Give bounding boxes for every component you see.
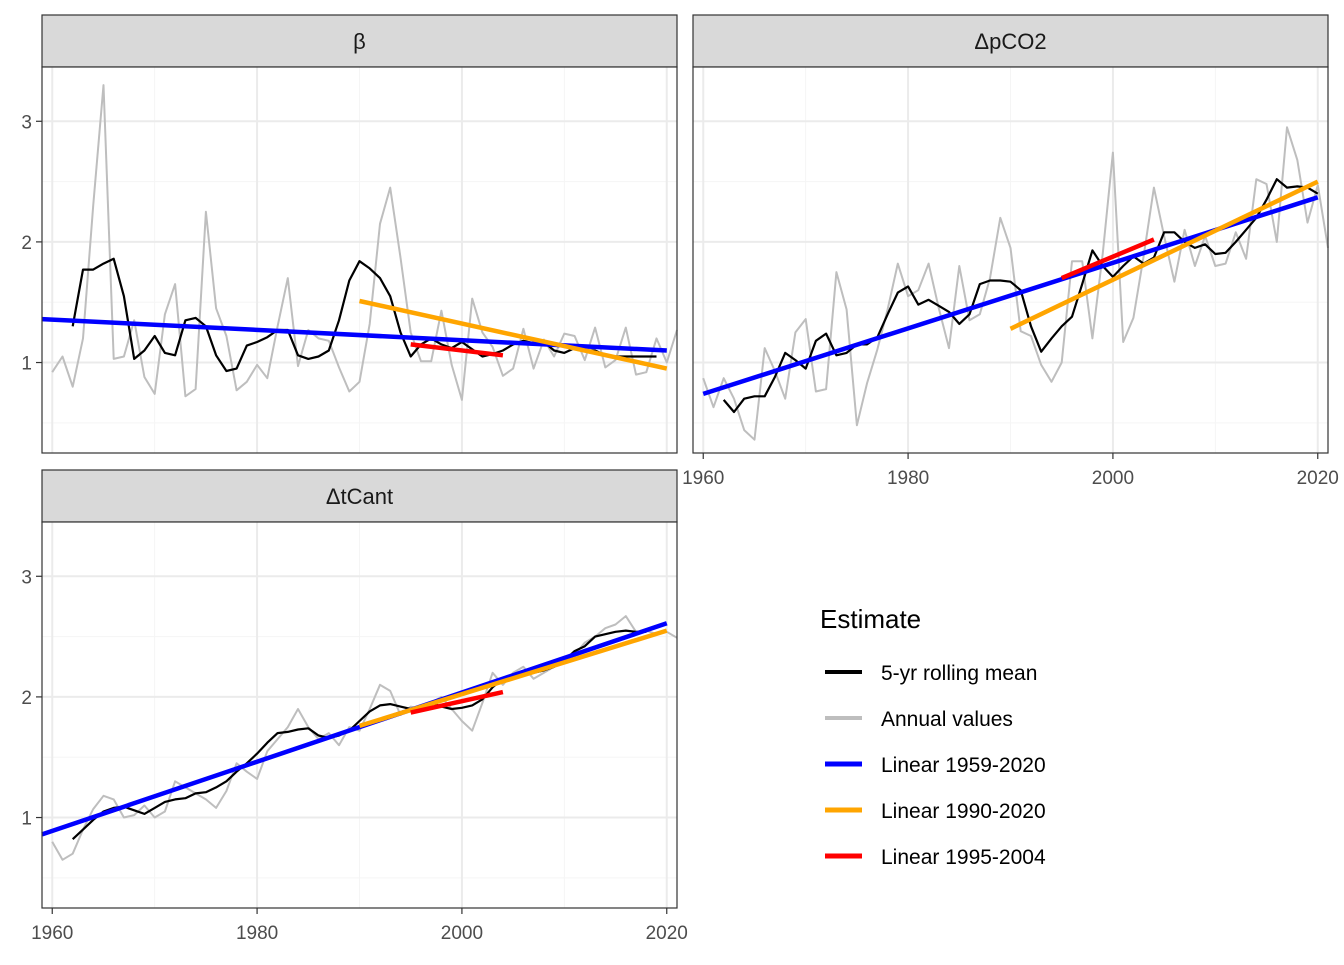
series-lin-1990 bbox=[358, 628, 668, 729]
y-tick-label: 2 bbox=[21, 688, 32, 709]
x-tick-label: 2000 bbox=[441, 923, 483, 944]
series-lin-1995 bbox=[1060, 237, 1155, 281]
x-tick-label: 1960 bbox=[31, 923, 73, 944]
panel-1: β 1 2 3 bbox=[21, 14, 678, 454]
legend-title: Estimate bbox=[820, 604, 921, 634]
legend-item: Linear 1995-2004 bbox=[825, 846, 1046, 869]
series-lin-1990 bbox=[359, 298, 668, 371]
x-tick-label: 1980 bbox=[887, 468, 929, 489]
series-lin-1995 bbox=[410, 342, 504, 358]
series-lin-full bbox=[41, 621, 668, 837]
panel-border bbox=[692, 66, 1329, 454]
series-annual bbox=[702, 126, 1329, 441]
y-tick-label: 3 bbox=[21, 112, 32, 133]
legend-item: 5-yr rolling mean bbox=[825, 662, 1037, 685]
facet-title: β bbox=[353, 29, 366, 54]
legend: Estimate 5-yr rolling mean Annual values L… bbox=[820, 604, 1046, 869]
series-annual bbox=[51, 84, 678, 401]
facet-strip bbox=[41, 469, 678, 523]
legend-label: Linear 1990-2020 bbox=[881, 800, 1046, 823]
x-tick-label: 2020 bbox=[646, 923, 688, 944]
legend-label: Linear 1995-2004 bbox=[881, 846, 1046, 869]
x-tick-label: 2020 bbox=[1297, 468, 1339, 489]
legend-label: Linear 1959-2020 bbox=[881, 754, 1046, 777]
facet-title: ΔpCO2 bbox=[974, 29, 1046, 54]
legend-label: Annual values bbox=[881, 708, 1013, 731]
x-tick-label: 1960 bbox=[682, 468, 724, 489]
legend-label: 5-yr rolling mean bbox=[881, 662, 1037, 685]
series-lin-1995 bbox=[410, 689, 504, 715]
series-rolling bbox=[71, 257, 657, 373]
facet-strip bbox=[692, 14, 1329, 68]
legend-item: Annual values bbox=[825, 708, 1013, 731]
facet-title: ΔtCant bbox=[326, 484, 393, 509]
y-tick-label: 1 bbox=[21, 354, 32, 375]
panel-2: ΔpCO2 1960 1980 2000 2020 bbox=[682, 14, 1339, 489]
panel-border bbox=[41, 521, 678, 909]
legend-item: Linear 1959-2020 bbox=[825, 754, 1046, 777]
x-tick-label: 2000 bbox=[1092, 468, 1134, 489]
y-tick-label: 1 bbox=[21, 809, 32, 830]
x-tick-label: 1980 bbox=[236, 923, 278, 944]
y-tick-label: 2 bbox=[21, 233, 32, 254]
series-lin-1990 bbox=[1009, 179, 1319, 331]
facet-strip bbox=[41, 14, 678, 68]
legend-item: Linear 1990-2020 bbox=[825, 800, 1046, 823]
y-tick-label: 3 bbox=[21, 567, 32, 588]
panel-3: ΔtCant 1 2 3 1960 1980 2000 2020 bbox=[21, 469, 688, 944]
panel-border bbox=[41, 66, 678, 454]
